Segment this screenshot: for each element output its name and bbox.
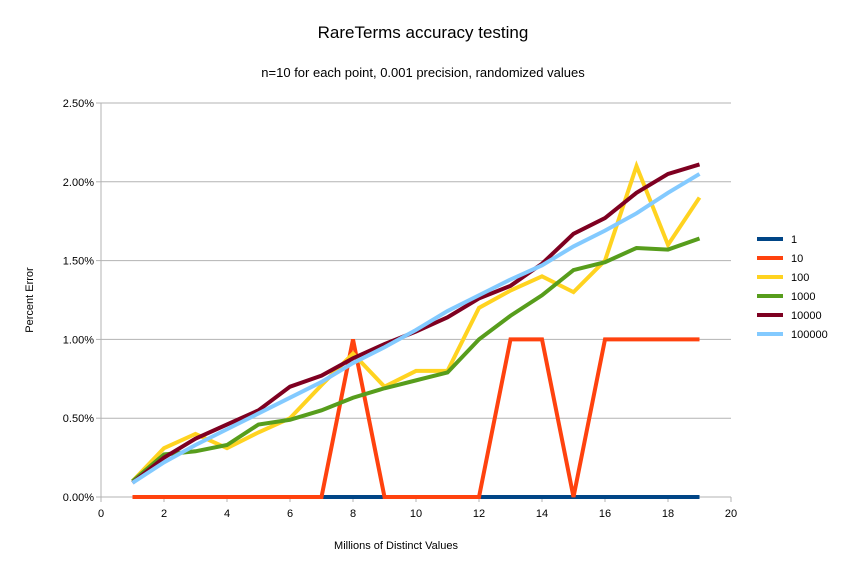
y-tick-label: 1.00% bbox=[63, 334, 94, 346]
chart-subtitle: n=10 for each point, 0.001 precision, ra… bbox=[261, 65, 585, 80]
x-tick-label: 10 bbox=[410, 508, 422, 520]
y-axis-label: Percent Error bbox=[24, 267, 36, 333]
x-tick-label: 18 bbox=[662, 508, 674, 520]
x-tick-label: 6 bbox=[287, 508, 293, 520]
legend-label: 10000 bbox=[791, 310, 822, 322]
x-tick-label: 4 bbox=[224, 508, 230, 520]
legend-label: 1 bbox=[791, 234, 797, 246]
legend-label: 1000 bbox=[791, 291, 815, 303]
legend-label: 10 bbox=[791, 253, 803, 265]
x-axis-label: Millions of Distinct Values bbox=[334, 540, 458, 552]
x-tick-label: 20 bbox=[725, 508, 737, 520]
legend-label: 100 bbox=[791, 272, 809, 284]
y-tick-label: 0.50% bbox=[63, 413, 94, 425]
x-tick-label: 12 bbox=[473, 508, 485, 520]
y-tick-label: 1.50% bbox=[63, 256, 94, 268]
series-line-100000 bbox=[133, 174, 700, 483]
chart-title: RareTerms accuracy testing bbox=[318, 23, 529, 42]
x-tick-label: 16 bbox=[599, 508, 611, 520]
x-tick-label: 0 bbox=[98, 508, 104, 520]
x-tick-label: 8 bbox=[350, 508, 356, 520]
x-tick-label: 2 bbox=[161, 508, 167, 520]
y-tick-label: 2.50% bbox=[63, 98, 94, 110]
x-tick-label: 14 bbox=[536, 508, 548, 520]
y-tick-label: 2.00% bbox=[63, 177, 94, 189]
legend-label: 100000 bbox=[791, 329, 828, 341]
y-tick-label: 0.00% bbox=[63, 492, 94, 504]
